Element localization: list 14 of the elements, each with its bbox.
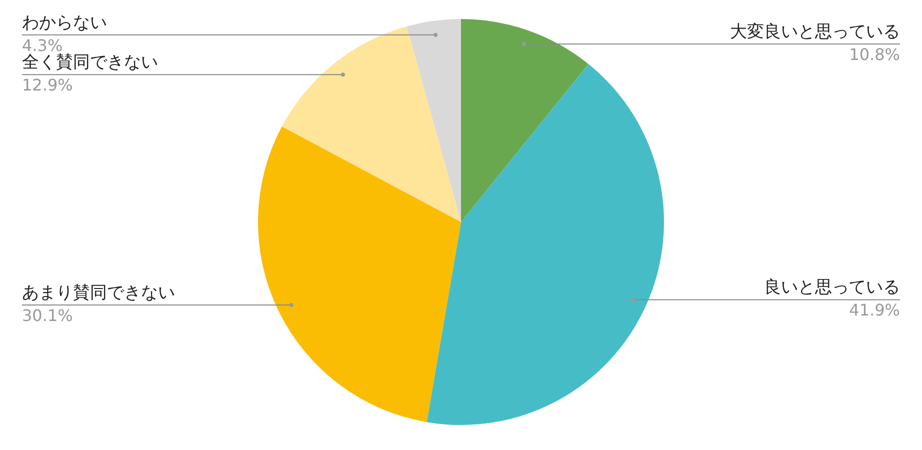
slice-label: 全く賛同できない <box>22 52 158 73</box>
slice-label: 大変良いと思っている <box>730 22 900 42</box>
pie-slice <box>406 19 461 222</box>
data-label: 30.1% <box>22 306 73 326</box>
pie-slice <box>461 19 588 222</box>
data-label: 41.9% <box>849 300 900 320</box>
data-label: 12.9% <box>22 76 73 95</box>
slice-label: わからない <box>22 12 107 33</box>
pie-slice <box>282 26 461 222</box>
data-label: 10.8% <box>849 44 900 64</box>
slice-label: 良いと思っている <box>764 278 900 298</box>
pie-slice <box>426 64 664 425</box>
pie-slice <box>258 126 461 422</box>
slice-label: あまり賛同できない <box>22 283 175 304</box>
